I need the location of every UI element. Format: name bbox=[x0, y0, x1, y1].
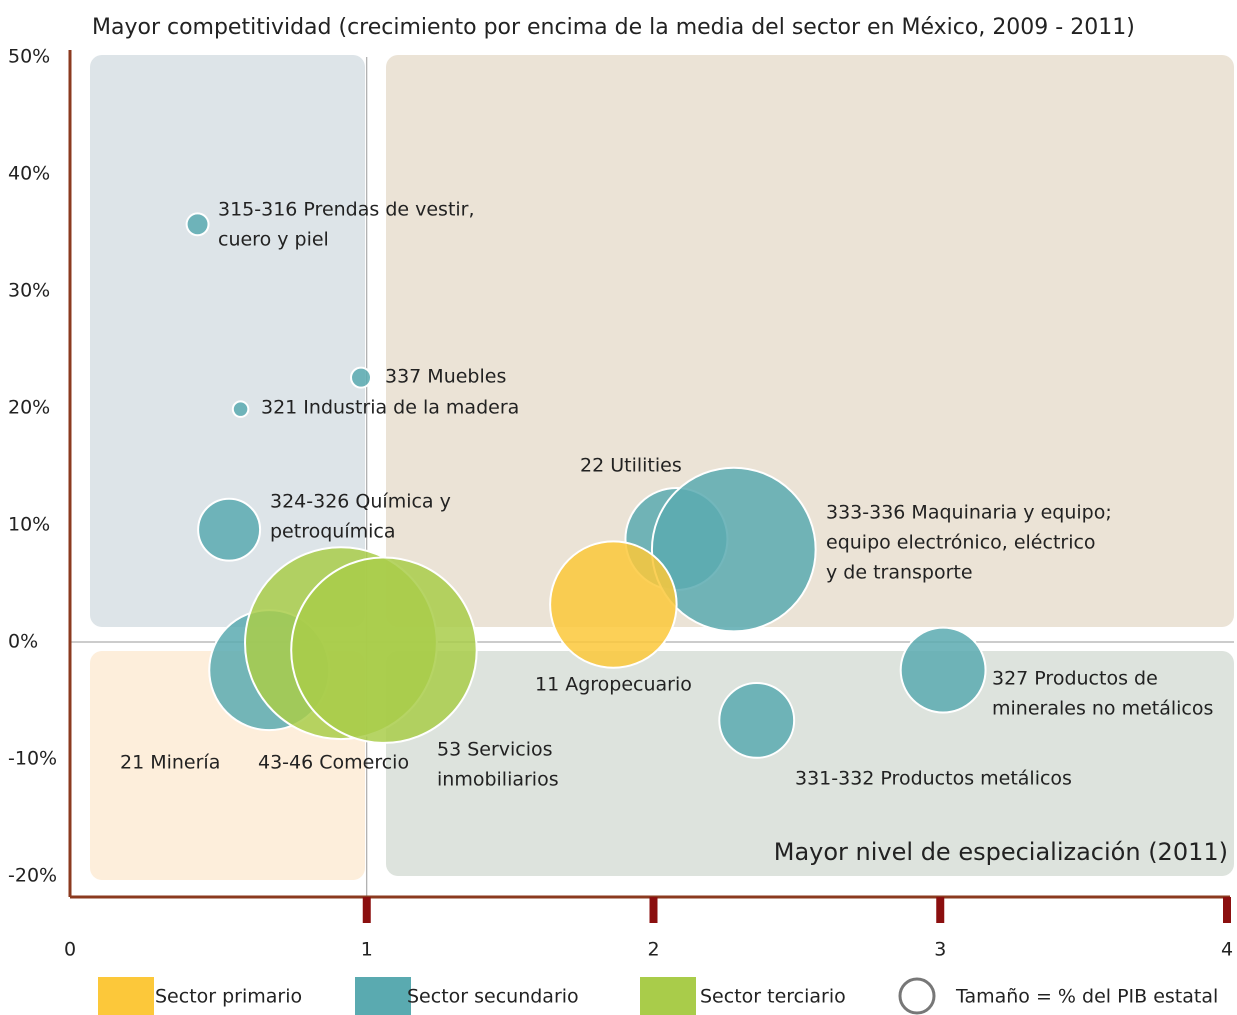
legend-label: Sector secundario bbox=[407, 986, 579, 1008]
quadrant-bg bbox=[386, 55, 1234, 627]
bubble bbox=[197, 497, 262, 562]
legend-swatch bbox=[640, 977, 696, 1015]
bubble bbox=[290, 556, 478, 744]
chart-title: Mayor competitividad (crecimiento por en… bbox=[92, 15, 1135, 40]
point-label: 324-326 Química y bbox=[270, 491, 451, 513]
size-legend: Tamaño = % del PIB estatal bbox=[955, 986, 1218, 1008]
x-tick-label: 3 bbox=[934, 939, 946, 961]
x-tick-label: 2 bbox=[647, 939, 659, 961]
annotation: Mayor nivel de especialización (2011) bbox=[774, 838, 1228, 866]
point-label: 327 Productos de bbox=[992, 668, 1158, 690]
y-tick-label: 10% bbox=[8, 514, 50, 536]
legend-label: Sector terciario bbox=[700, 986, 846, 1008]
bubble bbox=[350, 366, 373, 389]
point-label: 321 Industria de la madera bbox=[261, 397, 519, 419]
x-tick-label: 1 bbox=[361, 939, 373, 961]
bubble bbox=[718, 681, 796, 759]
y-tick-label: 20% bbox=[8, 397, 50, 419]
bubble bbox=[549, 540, 678, 669]
y-tick-label: 40% bbox=[8, 163, 50, 185]
size-legend-icon bbox=[898, 977, 936, 1015]
point-label: 315-316 Prendas de vestir, bbox=[218, 199, 475, 221]
bubble bbox=[899, 626, 987, 714]
point-label: petroquímica bbox=[270, 521, 395, 543]
tick-mark bbox=[362, 897, 371, 923]
tick-mark bbox=[936, 897, 945, 923]
point-label: 331-332 Productos metálicos bbox=[795, 768, 1072, 790]
y-tick-label: 0% bbox=[8, 631, 38, 653]
tick-mark bbox=[649, 897, 658, 923]
point-label: y de transporte bbox=[826, 562, 973, 584]
point-label: 43-46 Comercio bbox=[258, 752, 409, 774]
y-tick-label: 30% bbox=[8, 280, 50, 302]
point-label: 53 Servicios bbox=[437, 739, 553, 761]
bubble bbox=[185, 212, 210, 237]
point-label: 333-336 Maquinaria y equipo; bbox=[826, 502, 1112, 524]
legend-swatch bbox=[355, 977, 411, 1015]
point-label: 11 Agropecuario bbox=[535, 674, 692, 696]
point-label: 22 Utilities bbox=[580, 455, 682, 477]
y-tick-label: -20% bbox=[8, 865, 57, 887]
point-label: 337 Muebles bbox=[385, 366, 506, 388]
point-label: equipo electrónico, eléctrico bbox=[826, 532, 1096, 554]
bubble bbox=[231, 400, 250, 418]
y-tick-label: 50% bbox=[8, 46, 50, 68]
quadrant-bg bbox=[386, 651, 1234, 876]
quadrant-bg bbox=[90, 55, 365, 627]
bubble bbox=[650, 466, 817, 633]
legend-swatch bbox=[98, 977, 154, 1015]
legend-label: Sector primario bbox=[155, 986, 302, 1008]
y-tick-label: -10% bbox=[8, 748, 57, 770]
point-label: minerales no metálicos bbox=[992, 698, 1213, 720]
point-label: inmobiliarios bbox=[437, 769, 559, 791]
point-label: cuero y piel bbox=[218, 229, 329, 251]
x-tick-label: 0 bbox=[64, 939, 76, 961]
point-label: 21 Minería bbox=[120, 752, 220, 774]
tick-mark bbox=[1223, 897, 1231, 923]
x-tick-label: 4 bbox=[1221, 939, 1233, 961]
